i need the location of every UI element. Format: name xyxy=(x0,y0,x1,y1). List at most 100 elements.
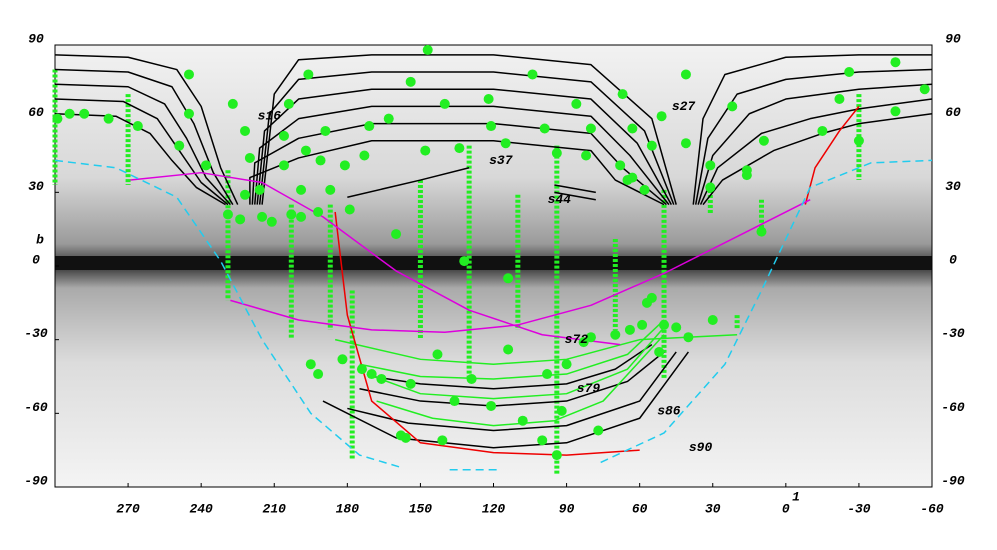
y-tick-label-right: 30 xyxy=(945,179,961,194)
x-tick-label: 180 xyxy=(336,501,360,516)
curve xyxy=(692,54,932,205)
annotation: s16 xyxy=(258,109,282,124)
point xyxy=(420,145,431,156)
point xyxy=(527,69,538,80)
y-tick-label: 90 xyxy=(28,31,44,46)
y-tick-label: 0 xyxy=(32,252,40,267)
curve xyxy=(334,211,640,456)
point xyxy=(400,432,411,443)
point xyxy=(624,324,635,335)
point xyxy=(240,125,251,136)
point xyxy=(741,170,752,181)
point xyxy=(680,138,691,149)
y-tick-label: -60 xyxy=(24,400,48,415)
point xyxy=(454,143,465,154)
annotation: s72 xyxy=(565,332,589,347)
curve xyxy=(600,159,933,464)
point xyxy=(551,148,562,159)
point xyxy=(486,121,497,132)
y-tick-label-right: -60 xyxy=(941,400,965,415)
point xyxy=(422,44,433,55)
curve xyxy=(54,68,234,206)
curve xyxy=(359,351,665,407)
point xyxy=(486,400,497,411)
x-tick-label: 270 xyxy=(116,501,140,516)
curve xyxy=(54,54,239,205)
y-tick-label-right: 0 xyxy=(949,252,957,267)
curve xyxy=(249,140,665,206)
point xyxy=(257,211,268,222)
point xyxy=(578,337,589,348)
x-tick-label: 0 xyxy=(782,501,790,516)
point xyxy=(313,206,324,217)
curve xyxy=(554,191,596,201)
curve xyxy=(261,54,677,205)
point xyxy=(539,123,550,134)
point xyxy=(593,425,604,436)
point xyxy=(52,113,63,124)
point xyxy=(556,405,567,416)
point xyxy=(610,329,621,340)
point xyxy=(283,98,294,109)
point xyxy=(834,94,845,105)
point xyxy=(303,69,314,80)
point xyxy=(337,354,348,365)
curve xyxy=(702,113,933,206)
curve xyxy=(322,351,689,449)
point xyxy=(537,435,548,446)
point xyxy=(344,204,355,215)
annotation: s37 xyxy=(489,153,513,168)
point xyxy=(437,435,448,446)
curve xyxy=(130,171,621,346)
curve xyxy=(359,319,665,380)
point xyxy=(646,292,657,303)
y-tick-label: 60 xyxy=(28,105,44,120)
point xyxy=(235,214,246,225)
point xyxy=(459,256,470,267)
point xyxy=(500,138,511,149)
curve xyxy=(366,326,665,400)
annotation: s44 xyxy=(548,192,572,207)
point xyxy=(201,160,212,171)
point xyxy=(727,101,738,112)
point xyxy=(405,76,416,87)
point xyxy=(320,125,331,136)
point xyxy=(449,396,460,407)
x-tick-label: -60 xyxy=(920,501,944,516)
point xyxy=(503,344,514,355)
point xyxy=(432,349,443,360)
point xyxy=(240,189,251,200)
x-tick-label: 90 xyxy=(559,501,575,516)
point xyxy=(315,155,326,166)
point xyxy=(244,152,255,163)
annotation: s90 xyxy=(689,440,713,455)
y-tick-label: -90 xyxy=(24,473,48,488)
x-tick-label: -30 xyxy=(847,501,871,516)
point xyxy=(756,226,767,237)
x-tick-label: 240 xyxy=(189,501,213,516)
point xyxy=(844,67,855,78)
point xyxy=(103,113,114,124)
point xyxy=(656,111,667,122)
point xyxy=(758,135,769,146)
x-tick-label: 30 xyxy=(705,501,721,516)
point xyxy=(278,130,289,141)
annotation: s79 xyxy=(577,381,601,396)
point xyxy=(296,184,307,195)
curve xyxy=(347,167,470,198)
point xyxy=(705,182,716,193)
curve xyxy=(54,159,402,469)
curve xyxy=(258,71,675,205)
curve xyxy=(54,98,229,206)
curve xyxy=(54,83,231,206)
point xyxy=(561,359,572,370)
point xyxy=(278,160,289,171)
point xyxy=(227,98,238,109)
point xyxy=(637,319,648,330)
point xyxy=(132,121,143,132)
point xyxy=(585,123,596,134)
point xyxy=(439,98,450,109)
point xyxy=(391,229,402,240)
point xyxy=(707,315,718,326)
